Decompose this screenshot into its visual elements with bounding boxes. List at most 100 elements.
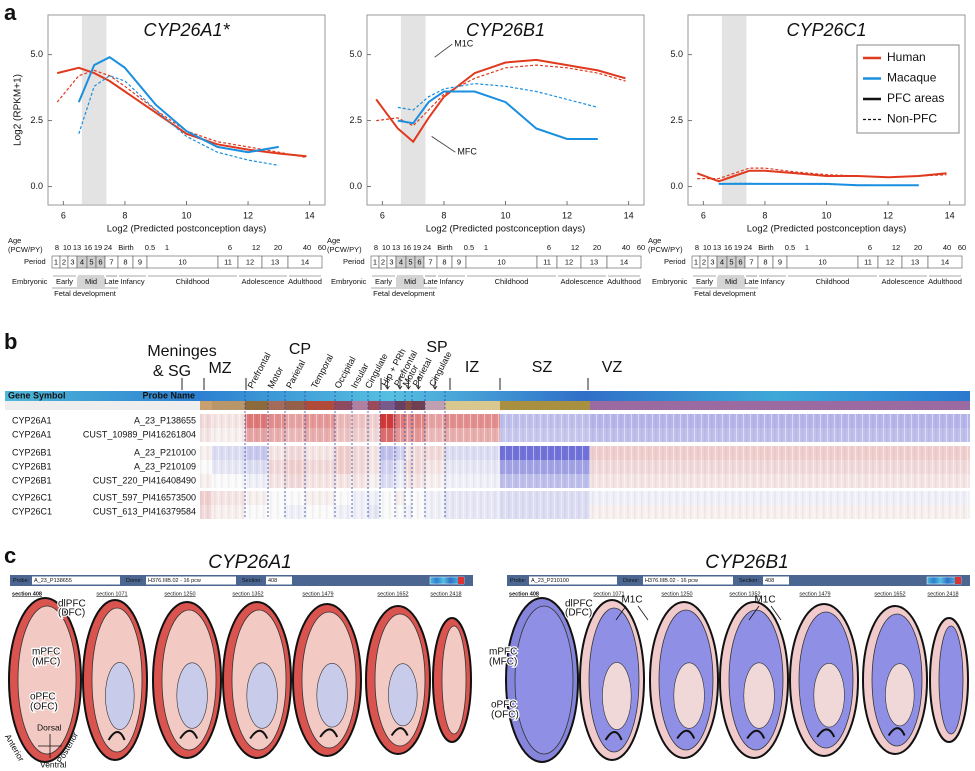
age-tick: 40 [303,243,311,252]
chart-title: CYP26B1 [466,20,545,40]
annotation: M1C [454,38,474,48]
toolbar-label: Probe: [13,578,30,584]
header-band [5,391,970,401]
region-label: dlPFC [58,599,86,610]
period-number: 5 [89,257,93,266]
section-link[interactable]: section 1479 [302,591,333,597]
area-arrow [416,376,421,390]
section-link[interactable]: section 1071 [96,591,127,597]
annotation: MFC [457,147,477,157]
section-link[interactable]: section 2418 [927,591,958,597]
viewer-title: CYP26A1 [208,552,291,573]
stage-label: Adolescence [882,277,925,286]
x-tick-label: 6 [380,210,385,220]
annotation-pointer [615,605,649,621]
age-tick: 24 [104,243,112,252]
probe-name: CUST_10989_PI416261804 [83,429,196,439]
period-number: 3 [710,257,714,266]
period-number: 4 [80,257,84,266]
period-number: 3 [389,257,393,266]
viewer-title: CYP26B1 [705,552,788,573]
period-number: 2 [62,257,66,266]
probe-name: CUST_613_PI416379584 [93,506,196,516]
age-tick: 60 [318,243,326,252]
period-number: 3 [70,257,74,266]
age-label: Age [8,236,21,245]
period-box [606,255,642,269]
x-tick-label: 12 [243,210,253,220]
section-link[interactable]: section 1250 [164,591,195,597]
probe-name: A_23_P210109 [134,461,196,471]
section-link[interactable]: section 408 [509,591,539,597]
annotation-pointer [434,43,453,58]
period-number: 1 [694,257,698,266]
brain-hippocampus [249,729,269,740]
period-box [927,255,963,269]
area-label: Temporal [309,353,335,390]
stage-label: Mid [85,277,97,286]
period-number: 8 [442,257,446,266]
gene-symbol: CYP26C1 [12,506,52,516]
section-link[interactable]: section 408 [12,591,42,597]
age-tick: 20 [593,243,601,252]
zone-label: IZ [465,359,479,376]
zone-label: CP [289,341,311,358]
age-tick: Birth [437,243,452,252]
section-link[interactable]: section 1352 [232,591,263,597]
region-label: mPFC [32,647,60,658]
probe-select[interactable] [32,576,120,585]
section-select[interactable] [763,576,789,585]
x-tick-label: 8 [122,210,127,220]
annotation-pointer [431,136,456,153]
x-tick-label: 6 [61,210,66,220]
series-line [78,75,279,166]
period-number: 8 [763,257,767,266]
stage-label: Adulthood [928,277,962,286]
period-number: 9 [138,257,142,266]
section-select[interactable] [266,576,292,585]
probe-name: CUST_220_PI416408490 [93,475,196,485]
annotation-band [285,401,305,410]
annotation-band [395,401,405,410]
section-link[interactable]: section 1652 [874,591,905,597]
y-tick-label: 2.5 [30,115,43,125]
age-tick: 0.5 [785,243,795,252]
section-link[interactable]: section 1479 [799,591,830,597]
annotation-band [212,401,245,410]
section-link[interactable]: section 1352 [729,591,760,597]
section-link[interactable]: section 1652 [377,591,408,597]
stage-shade [396,277,424,287]
age-tick: 24 [744,243,752,252]
age-tick: 60 [958,243,966,252]
brain-core [388,663,418,727]
donor-select[interactable] [643,576,733,585]
brain-core [246,662,278,729]
age-label: (PCW/PY) [8,245,43,254]
gene-symbol: CYP26B1 [12,475,52,485]
probe-select[interactable] [529,576,617,585]
stage-label: Early [375,277,392,286]
donor-select[interactable] [146,576,236,585]
brain-cortex [938,625,964,735]
y-tick-label: 5.0 [670,49,683,59]
brain-hippocampus [887,727,906,737]
age-tick: 10 [63,243,71,252]
stage-label: Embryonic [652,277,688,286]
annotation-band [405,401,412,410]
fetal-label: Fetal development [694,289,757,298]
region-label: mPFC [489,647,517,658]
y-tick-label: 0.0 [30,181,43,191]
stage-label: Embryonic [12,277,48,286]
orientation-label: Ventral [40,759,67,769]
section-link[interactable]: section 1071 [593,591,624,597]
section-link[interactable]: section 1250 [661,591,692,597]
age-tick: 40 [943,243,951,252]
probe-name: A_23_P138655 [134,415,196,425]
stage-label: Childhood [816,277,850,286]
section-link[interactable]: section 2418 [430,591,461,597]
x-tick-label: 8 [441,210,446,220]
period-number: 5 [729,257,733,266]
panel-label: b [4,329,17,354]
stage-label: Late [104,277,119,286]
